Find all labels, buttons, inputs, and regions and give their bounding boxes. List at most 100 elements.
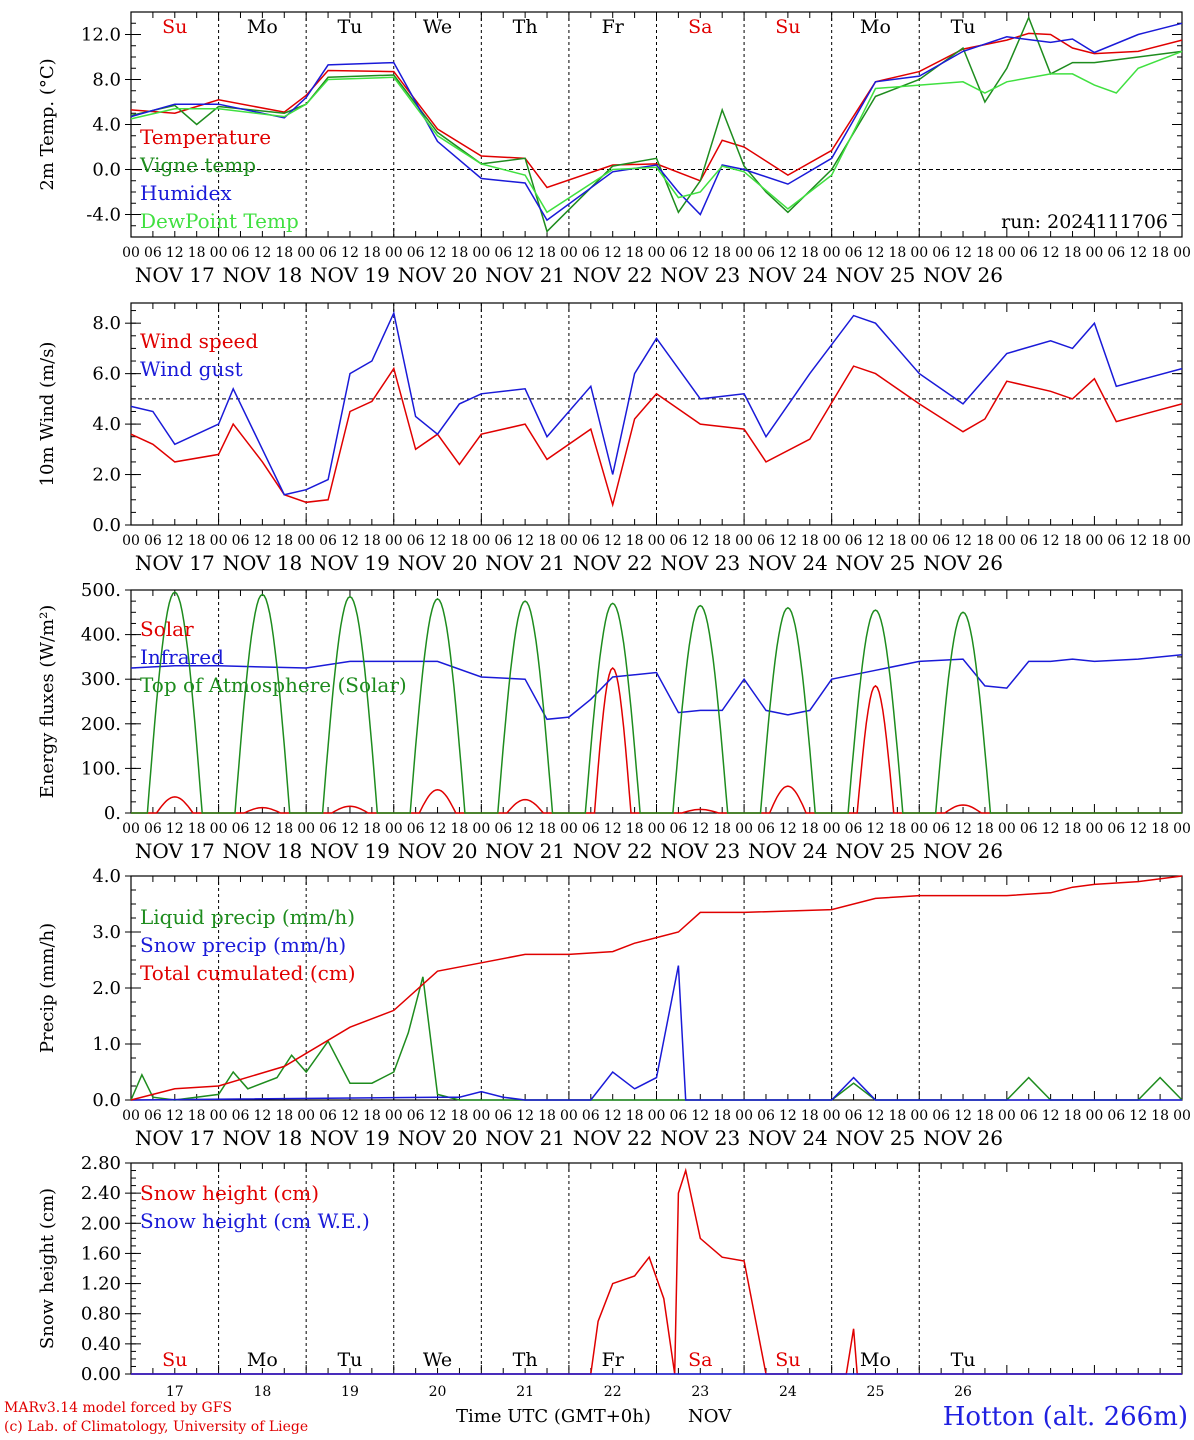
hour-tick-label: 06 xyxy=(407,821,425,837)
hour-tick-label: 12 xyxy=(779,1108,797,1124)
hour-tick-label: 18 xyxy=(976,533,994,549)
legend-entry: Total cumulated (cm) xyxy=(140,961,356,985)
hour-tick-label: 00 xyxy=(823,245,841,261)
y-tick-label: 2.0 xyxy=(92,978,121,999)
y-tick-label: 1.60 xyxy=(81,1243,121,1264)
series-line-top-of-atmosphere-solar xyxy=(131,591,1182,814)
hour-tick-label: 18 xyxy=(888,245,906,261)
hour-tick-label: 18 xyxy=(188,1108,206,1124)
hour-tick-label: 06 xyxy=(319,821,337,837)
y-tick-label: 4.0 xyxy=(92,866,121,887)
hour-tick-label: 06 xyxy=(232,821,250,837)
day-number-label: 18 xyxy=(253,1384,271,1400)
hour-tick-label: 06 xyxy=(144,1108,162,1124)
hour-tick-label: 00 xyxy=(648,821,666,837)
series-line-humidex xyxy=(130,22,1183,222)
date-label: NOV 25 xyxy=(836,263,916,287)
date-label: NOV 20 xyxy=(398,839,478,863)
hour-tick-label: 18 xyxy=(188,245,206,261)
y-tick-label: 2.80 xyxy=(81,1153,121,1174)
legend-entry: Wind gust xyxy=(140,357,243,381)
y-tick-label: 4.0 xyxy=(92,414,121,435)
date-label: NOV 18 xyxy=(222,1126,302,1150)
series-line-liquid-precip-mm-h xyxy=(130,976,1183,1101)
date-label: NOV 19 xyxy=(310,551,390,575)
hour-tick-label: 00 xyxy=(823,1108,841,1124)
bottom-axis-month: NOV xyxy=(688,1406,732,1427)
date-label: NOV 21 xyxy=(485,551,565,575)
day-number-label: 22 xyxy=(604,1384,622,1400)
hour-tick-label: 00 xyxy=(1086,245,1104,261)
day-number-label: 21 xyxy=(516,1384,534,1400)
day-number-label: 19 xyxy=(341,1384,359,1400)
hour-tick-label: 12 xyxy=(429,821,447,837)
hour-tick-label: 06 xyxy=(582,533,600,549)
hour-tick-label: 06 xyxy=(494,1108,512,1124)
hour-tick-label: 00 xyxy=(385,821,403,837)
weekday-label: Fr xyxy=(602,16,625,38)
legend-entry: Top of Atmosphere (Solar) xyxy=(140,673,407,697)
hour-tick-label: 18 xyxy=(801,821,819,837)
hour-tick-label: 12 xyxy=(1042,533,1060,549)
hour-tick-label: 00 xyxy=(735,821,753,837)
hour-tick-label: 00 xyxy=(210,821,228,837)
legend-entry: Liquid precip (mm/h) xyxy=(140,905,355,929)
hour-tick-label: 00 xyxy=(1173,821,1191,837)
hour-tick-label: 18 xyxy=(538,245,556,261)
hour-tick-label: 06 xyxy=(232,533,250,549)
hour-tick-label: 18 xyxy=(626,245,644,261)
date-label: NOV 20 xyxy=(398,1126,478,1150)
y-tick-label: 12.0 xyxy=(81,25,121,46)
hour-tick-label: 00 xyxy=(735,245,753,261)
y-tick-label: 2.0 xyxy=(92,465,121,486)
weekday-label: Th xyxy=(513,16,538,38)
y-tick-label: 0.0 xyxy=(92,1090,121,1111)
hour-tick-label: 06 xyxy=(757,1108,775,1124)
hour-tick-label: 12 xyxy=(779,821,797,837)
hour-tick-label: 00 xyxy=(648,1108,666,1124)
day-number-label: 25 xyxy=(867,1384,885,1400)
weekday-label: Tu xyxy=(337,1349,362,1371)
hour-tick-label: 12 xyxy=(166,245,184,261)
legend-entry: Vigne temp xyxy=(139,153,256,177)
y-tick-label: 100. xyxy=(81,758,121,779)
y-tick-label: 0.80 xyxy=(81,1304,121,1325)
y-tick-label: 500. xyxy=(81,580,121,601)
weekday-label: We xyxy=(423,16,452,38)
y-axis-label: Snow height (cm) xyxy=(37,1188,58,1349)
y-tick-label: 3.0 xyxy=(92,922,121,943)
hour-tick-label: 12 xyxy=(1129,245,1147,261)
date-label: NOV 18 xyxy=(222,839,302,863)
date-label: NOV 24 xyxy=(748,839,828,863)
date-label: NOV 21 xyxy=(485,839,565,863)
series-line-wind-gust xyxy=(130,310,1183,496)
hour-tick-label: 18 xyxy=(713,533,731,549)
hour-tick-label: 12 xyxy=(1129,1108,1147,1124)
hour-tick-label: 18 xyxy=(451,533,469,549)
hour-tick-label: 12 xyxy=(867,245,885,261)
y-tick-label: 1.20 xyxy=(81,1274,121,1295)
day-number-label: 20 xyxy=(429,1384,447,1400)
hour-tick-label: 00 xyxy=(1173,1108,1191,1124)
weekday-label: Mo xyxy=(247,1349,278,1371)
day-number-label: 23 xyxy=(691,1384,709,1400)
hour-tick-label: 12 xyxy=(166,533,184,549)
hour-tick-label: 12 xyxy=(779,533,797,549)
y-tick-label: 4.0 xyxy=(92,115,121,136)
hour-tick-label: 18 xyxy=(1151,245,1169,261)
hour-tick-label: 00 xyxy=(1086,821,1104,837)
hour-tick-label: 12 xyxy=(253,533,271,549)
y-tick-label: -4.0 xyxy=(86,205,121,226)
hour-tick-label: 00 xyxy=(1173,245,1191,261)
date-label: NOV 21 xyxy=(485,263,565,287)
hour-tick-label: 00 xyxy=(560,1108,578,1124)
hour-tick-label: 00 xyxy=(122,1108,140,1124)
hour-tick-label: 12 xyxy=(1042,821,1060,837)
hour-tick-label: 18 xyxy=(451,245,469,261)
date-label: NOV 17 xyxy=(135,263,215,287)
hour-tick-label: 00 xyxy=(122,245,140,261)
weekday-label: Th xyxy=(513,1349,538,1371)
y-axis-label: Energy fluxes (W/m²) xyxy=(37,605,58,799)
chart-panel-2: 0.0 2.0 4.0 6.0 8.0 10m Wind (m/s) Wind speed W… xyxy=(37,302,1191,575)
